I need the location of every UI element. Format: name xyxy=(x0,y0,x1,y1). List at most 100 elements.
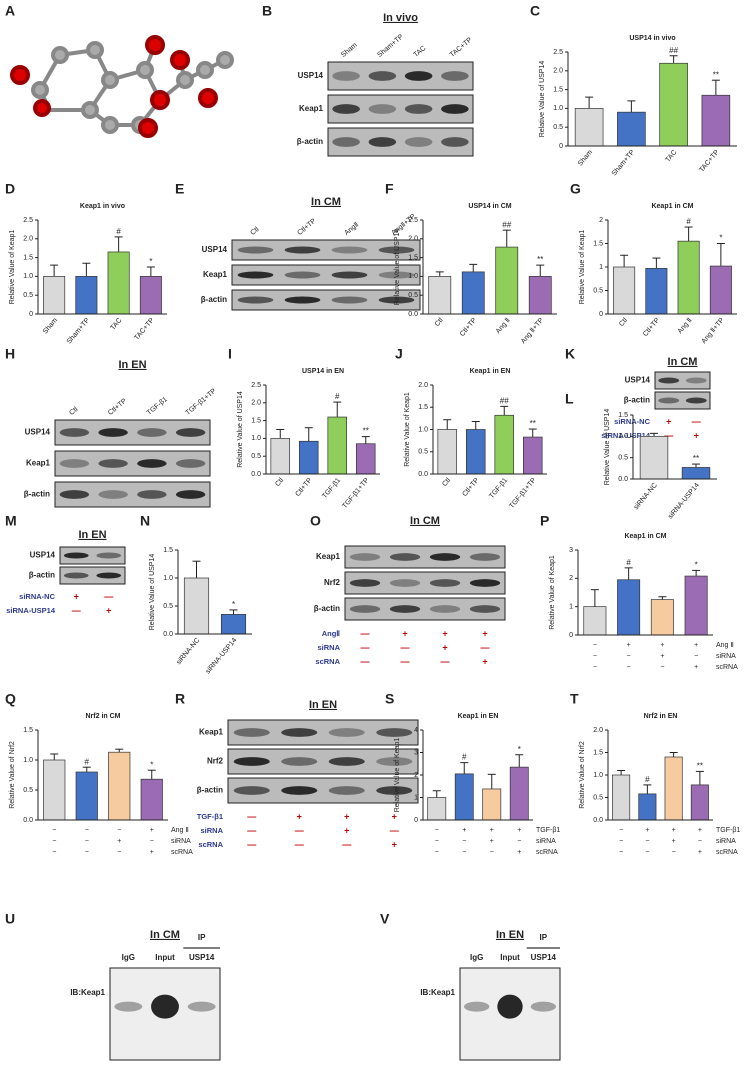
chart-title: USP14 in vivo xyxy=(629,35,675,42)
y-tick-label: 2.0 xyxy=(418,382,428,389)
blot-band xyxy=(469,605,501,613)
bar xyxy=(427,797,447,821)
lane-label: Ctl xyxy=(68,406,79,417)
blot-band xyxy=(96,552,122,559)
blot-band xyxy=(175,490,206,499)
significance: ** xyxy=(537,255,543,264)
condition-mark: — xyxy=(361,642,370,652)
blot-band xyxy=(284,271,321,279)
condition-mark: + xyxy=(482,628,487,638)
x-tick-label: TGF-β1 xyxy=(488,477,509,500)
chart-title: Nrf2 in EN xyxy=(644,713,678,720)
panel-letter: V xyxy=(380,911,390,927)
condition-mark: + xyxy=(672,838,676,845)
lane-label: AngⅡ xyxy=(343,221,360,237)
row-label: USP14 xyxy=(202,245,228,254)
condition-mark: − xyxy=(52,827,56,834)
blot-band xyxy=(368,137,397,147)
significance: * xyxy=(719,234,722,243)
significance: # xyxy=(686,217,691,226)
condition-mark: − xyxy=(52,838,56,845)
significance: * xyxy=(695,561,698,570)
bar xyxy=(639,435,669,480)
blot-band xyxy=(98,459,128,468)
condition-mark: − xyxy=(435,849,439,856)
x-tick-label: siRNA-NC xyxy=(633,482,659,511)
row-label: Keap1 xyxy=(316,552,341,561)
blot-strip xyxy=(344,597,506,621)
condition-mark: — xyxy=(481,642,490,652)
condition-mark: — xyxy=(692,416,701,426)
panel-letter: U xyxy=(5,911,15,927)
significance: # xyxy=(85,757,90,766)
condition-mark: − xyxy=(593,664,597,671)
y-tick-label: 1.0 xyxy=(23,757,33,764)
blot-band xyxy=(389,579,421,587)
x-tick-label: TAC xyxy=(665,149,679,164)
row-label: β-actin xyxy=(624,396,650,405)
y-axis-label: Relative Value of Keap1 xyxy=(9,230,16,305)
x-tick-label: TAC xyxy=(110,317,124,332)
condition-mark: − xyxy=(627,664,631,671)
y-tick-label: 1.0 xyxy=(408,273,418,280)
bar xyxy=(709,265,732,315)
chart-title: USP14 in EN xyxy=(302,368,344,375)
row-label: USP14 xyxy=(30,551,56,560)
condition-mark: − xyxy=(672,849,676,856)
blot-band xyxy=(98,490,128,499)
y-tick-label: 1.5 xyxy=(618,412,628,419)
x-tick-label: TGF-β1+TP xyxy=(508,477,538,510)
blot-band xyxy=(237,271,274,279)
condition-name: Ang Ⅱ xyxy=(171,827,189,834)
bar xyxy=(108,751,131,821)
y-tick-label: 0.5 xyxy=(593,287,603,294)
chart-title: Nrf2 in CM xyxy=(86,713,121,720)
x-tick-label: Sham+TP xyxy=(611,149,637,178)
blot-band xyxy=(658,397,680,404)
chart-title: Keap1 in EN xyxy=(458,713,499,720)
row-label: Nrf2 xyxy=(207,757,224,766)
bar xyxy=(583,606,607,636)
row-label: IB:Keap1 xyxy=(420,988,455,997)
condition-mark: − xyxy=(435,827,439,834)
y-tick-label: 1.5 xyxy=(163,547,173,554)
bar xyxy=(139,276,162,315)
condition-name: siRNA xyxy=(317,643,340,652)
bar xyxy=(494,414,515,475)
y-tick-label: 1.5 xyxy=(593,749,603,756)
y-tick-label: 1.0 xyxy=(418,426,428,433)
panel-letter: I xyxy=(228,346,232,362)
condition-mark: + xyxy=(402,628,407,638)
y-tick-label: 1.5 xyxy=(593,240,603,247)
blot-band xyxy=(233,728,270,737)
y-tick-label: 0.5 xyxy=(418,449,428,456)
blot-band xyxy=(237,296,274,304)
significance: ## xyxy=(500,396,509,405)
x-tick-label: Sham+TP xyxy=(66,317,92,346)
bar xyxy=(495,246,519,315)
blot-title: In EN xyxy=(118,359,146,371)
panel-letter: A xyxy=(5,3,15,19)
blot-strip xyxy=(344,571,506,595)
y-axis-label: Relative Value of Nrf2 xyxy=(579,741,586,809)
blot-band xyxy=(332,71,360,81)
condition-mark: — xyxy=(361,656,370,666)
x-tick-label: TAC+TP xyxy=(133,317,156,342)
y-axis-label: Relative Value of Keap1 xyxy=(404,392,411,467)
y-axis-label: Relative Value of USP14 xyxy=(604,409,611,486)
bar xyxy=(690,784,709,821)
condition-mark: + xyxy=(490,827,494,834)
y-tick-label: 2 xyxy=(414,772,418,779)
blot-title: In CM xyxy=(410,515,440,527)
bar xyxy=(659,62,688,147)
x-tick-label: siRNA-USP14 xyxy=(667,482,701,521)
blot-band xyxy=(497,994,523,1019)
blot-band xyxy=(376,728,413,737)
condition-mark: — xyxy=(664,430,673,440)
panel-letter: T xyxy=(570,691,579,707)
significance: * xyxy=(518,745,521,754)
panel-letter: H xyxy=(5,346,15,362)
y-tick-label: 3 xyxy=(414,749,418,756)
condition-name: Ang Ⅱ xyxy=(716,642,734,649)
condition-mark: − xyxy=(85,838,89,845)
